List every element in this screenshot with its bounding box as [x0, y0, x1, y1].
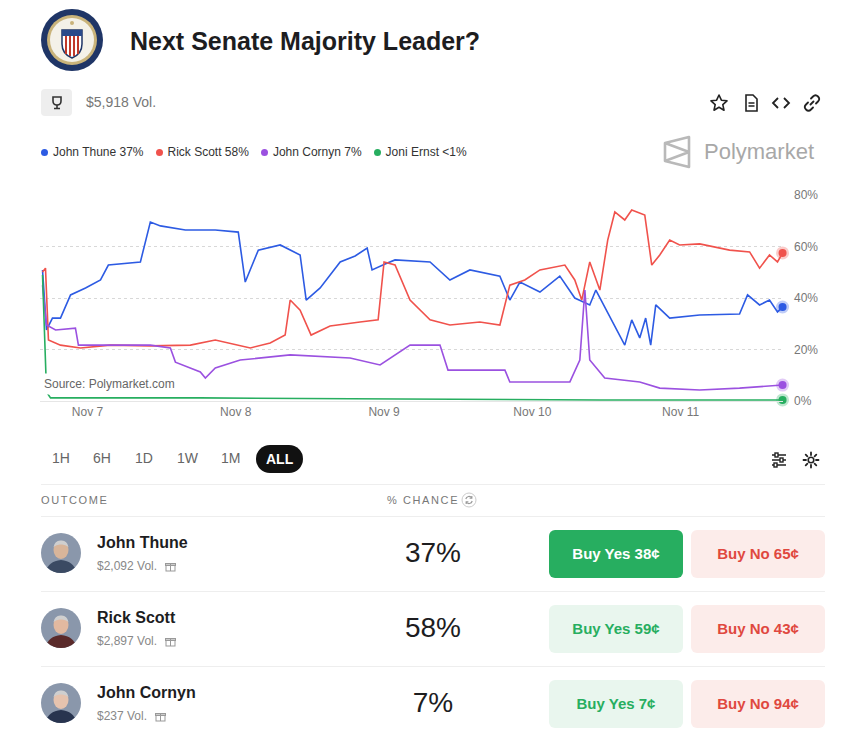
html-text:$237 Vol.: $237 Vol. [97, 709, 147, 723]
html-text:6H: 6H [93, 450, 111, 466]
html-text:ALL: ALL [266, 451, 294, 467]
html-text:$2,092 Vol.: $2,092 Vol. [97, 559, 158, 573]
svg-text:Nov 7: Nov 7 [72, 405, 104, 419]
svg-text:0%: 0% [794, 394, 812, 408]
svg-text:60%: 60% [794, 240, 818, 254]
html-text:1M: 1M [221, 450, 241, 466]
html-text:Buy No 94¢: Buy No 94¢ [717, 695, 799, 712]
html-text:$5,918 Vol.: $5,918 Vol. [86, 94, 157, 110]
svg-text:20%: 20% [794, 343, 818, 357]
html-text:1H: 1H [52, 450, 70, 466]
html-text:Rick Scott: Rick Scott [97, 609, 176, 626]
html-text:Buy No 43¢: Buy No 43¢ [717, 620, 799, 637]
html-text:58%: 58% [405, 612, 461, 643]
html-text:OUTCOME: OUTCOME [41, 494, 109, 506]
svg-text:Nov 11: Nov 11 [662, 405, 699, 419]
html-text:John Cornyn 7%: John Cornyn 7% [272, 145, 362, 159]
html-text:% CHANCE: % CHANCE [387, 494, 460, 506]
html-text:1D: 1D [135, 450, 153, 466]
html-text:37%: 37% [405, 537, 461, 568]
html-text:Next Senate Majority Leader?: Next Senate Majority Leader? [130, 27, 481, 55]
html-text:John Thune: John Thune [97, 534, 188, 551]
svg-text:Nov 10: Nov 10 [513, 405, 551, 419]
html-text:Buy Yes 38¢: Buy Yes 38¢ [572, 545, 660, 562]
html-text:Polymarket: Polymarket [704, 139, 814, 164]
html-text:Rick Scott 58%: Rick Scott 58% [167, 145, 249, 159]
html-text:Buy Yes 59¢: Buy Yes 59¢ [572, 620, 660, 637]
html-text:Buy No 65¢: Buy No 65¢ [717, 545, 799, 562]
svg-text:80%: 80% [794, 188, 818, 202]
html-text:7%: 7% [412, 687, 454, 718]
svg-text:Nov 8: Nov 8 [220, 405, 252, 419]
html-text:John Cornyn: John Cornyn [97, 684, 196, 701]
html-text:$2,897 Vol.: $2,897 Vol. [97, 634, 158, 648]
svg-text:Nov 9: Nov 9 [368, 405, 400, 419]
html-text:1W: 1W [177, 450, 198, 466]
svg-text:40%: 40% [794, 291, 818, 305]
html-text:Buy Yes 7¢: Buy Yes 7¢ [576, 695, 656, 712]
html-text:Joni Ernst <1%: Joni Ernst <1% [385, 145, 467, 159]
html-text:John Thune 37%: John Thune 37% [53, 145, 144, 159]
svg-text:Source: Polymarket.com: Source: Polymarket.com [44, 377, 175, 391]
